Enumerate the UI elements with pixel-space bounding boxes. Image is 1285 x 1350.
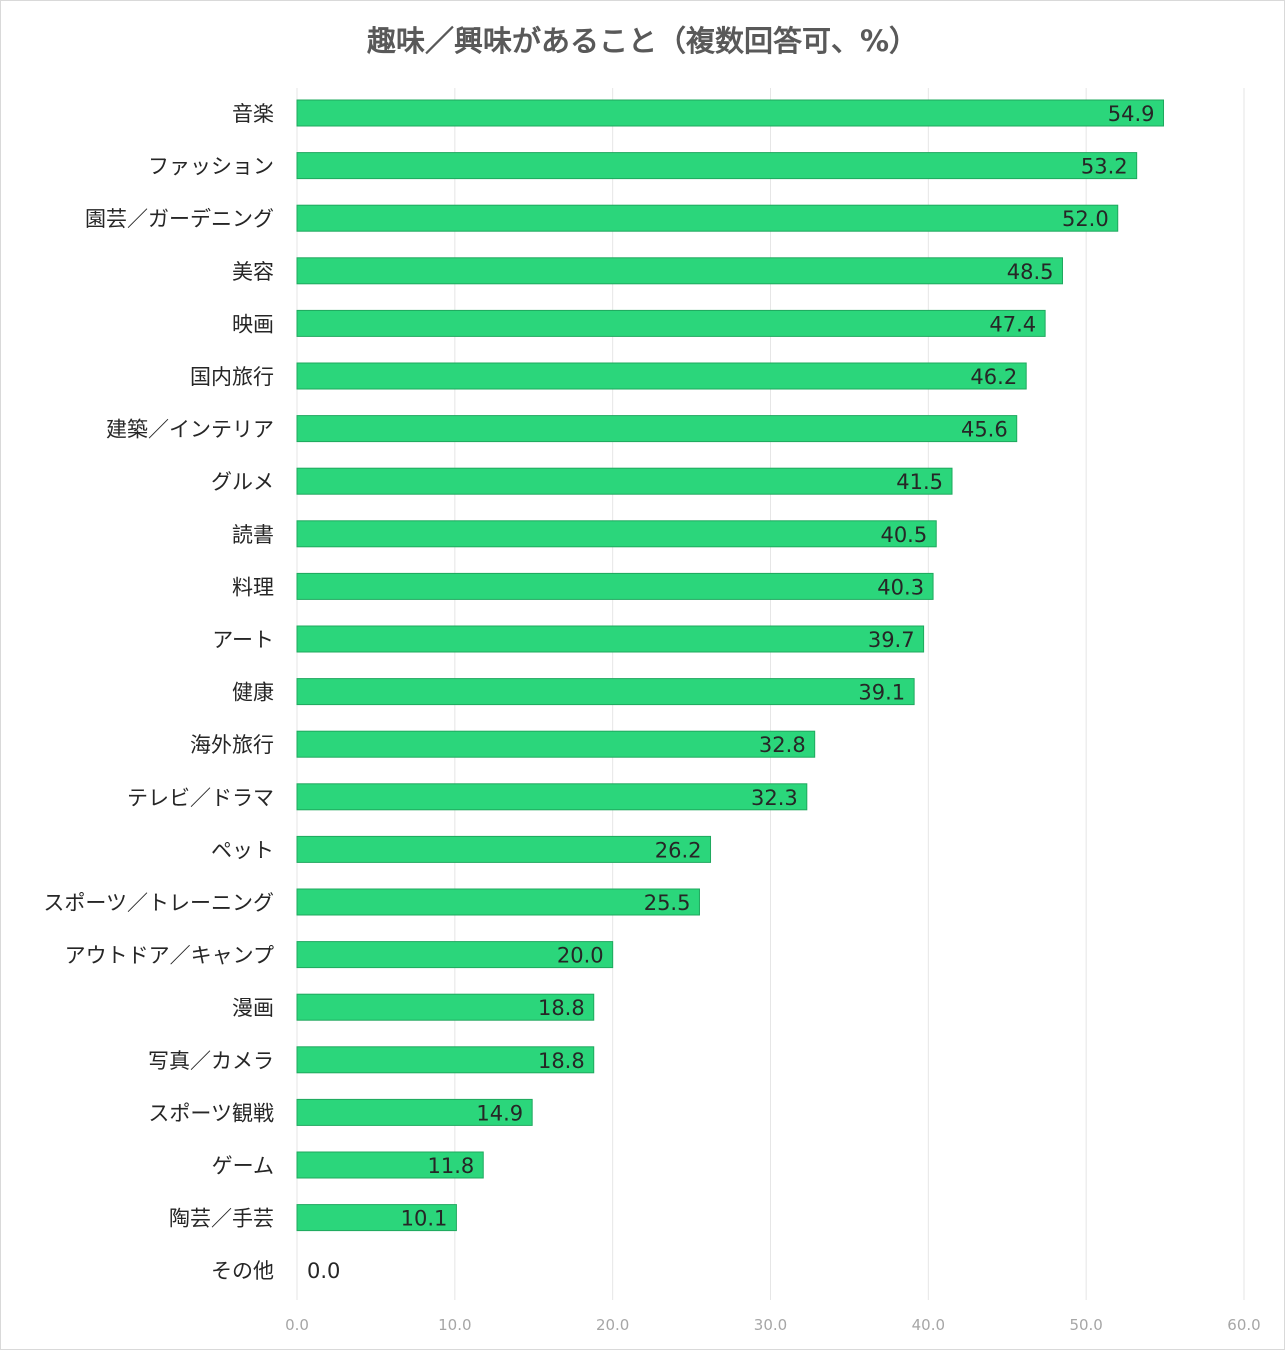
data-label: 14.9	[476, 1101, 523, 1125]
bar	[296, 783, 808, 811]
x-tick-label: 60.0	[1227, 1316, 1260, 1334]
bar	[296, 572, 934, 600]
data-label: 20.0	[557, 944, 604, 968]
data-label: 32.8	[759, 733, 806, 757]
category-label: グルメ	[211, 470, 274, 494]
category-label: 読書	[232, 523, 274, 547]
data-label: 32.3	[751, 786, 798, 810]
data-label: 47.4	[989, 312, 1036, 336]
category-label: 料理	[232, 575, 274, 599]
data-label: 10.1	[401, 1207, 448, 1231]
data-label: 46.2	[970, 365, 1017, 389]
x-tick-label: 20.0	[596, 1316, 629, 1334]
data-label: 11.8	[427, 1154, 474, 1178]
category-label: ファッション	[148, 155, 274, 179]
category-label: ゲーム	[212, 1154, 274, 1178]
chart-title: 趣味／興味があること（複数回答可、%）	[366, 24, 919, 58]
category-label: テレビ／ドラマ	[127, 786, 274, 810]
category-label: アート	[212, 628, 274, 652]
bars	[296, 99, 1165, 1232]
bar	[296, 678, 915, 706]
x-tick-label: 30.0	[754, 1316, 787, 1334]
x-tick-label: 10.0	[438, 1316, 471, 1334]
bar	[296, 625, 925, 653]
category-label: スポーツ／トレーニング	[43, 891, 274, 915]
category-label: 写真／カメラ	[148, 1049, 274, 1073]
data-label: 48.5	[1007, 260, 1054, 284]
bar	[296, 835, 712, 863]
bar	[296, 888, 700, 916]
labels: 0.0 10.0 20.0 30.0 40.0 50.0 60.0 音楽 54.9 ファッション 5…	[43, 102, 1260, 1334]
bar	[296, 1204, 457, 1232]
data-label: 53.2	[1081, 155, 1128, 179]
bar	[296, 309, 1046, 337]
data-label: 41.5	[896, 470, 943, 494]
data-label: 40.3	[877, 575, 924, 599]
bar	[296, 1046, 595, 1074]
data-label: 18.8	[538, 996, 585, 1020]
bar	[296, 941, 614, 969]
data-label: 25.5	[644, 891, 691, 915]
bar	[296, 362, 1027, 390]
category-label: 海外旅行	[190, 733, 274, 757]
data-label: 39.1	[858, 681, 905, 705]
x-tick-label: 0.0	[285, 1316, 309, 1334]
bar	[296, 99, 1165, 127]
bar	[296, 993, 595, 1021]
category-label: 陶芸／手芸	[169, 1207, 274, 1231]
data-label: 52.0	[1062, 207, 1109, 231]
bar	[296, 415, 1018, 443]
x-tick-label: 50.0	[1069, 1316, 1102, 1334]
category-label: 健康	[232, 681, 274, 705]
category-label: その他	[211, 1259, 274, 1283]
category-label: 映画	[232, 312, 274, 336]
bar	[296, 1151, 484, 1179]
bar	[296, 257, 1063, 285]
category-label: アウトドア／キャンプ	[65, 944, 274, 968]
x-tick-label: 40.0	[912, 1316, 945, 1334]
category-label: ペット	[211, 838, 274, 862]
category-label: 音楽	[232, 102, 274, 126]
category-label: 園芸／ガーデニング	[85, 207, 274, 231]
bar	[296, 152, 1138, 180]
data-label: 26.2	[655, 838, 702, 862]
data-label: 18.8	[538, 1049, 585, 1073]
data-label: 45.6	[961, 418, 1008, 442]
bar	[296, 730, 816, 758]
data-label: 0.0	[307, 1259, 340, 1283]
category-label: 建築／インテリア	[106, 418, 274, 442]
category-label: 国内旅行	[190, 365, 274, 389]
data-label: 54.9	[1108, 102, 1155, 126]
bar	[296, 467, 953, 495]
data-label: 40.5	[880, 523, 927, 547]
category-label: スポーツ観戦	[148, 1101, 274, 1125]
category-label: 漫画	[232, 996, 274, 1020]
bar	[296, 204, 1119, 232]
bar	[296, 1098, 533, 1126]
data-label: 39.7	[868, 628, 915, 652]
bar	[296, 520, 937, 548]
category-label: 美容	[232, 260, 274, 284]
